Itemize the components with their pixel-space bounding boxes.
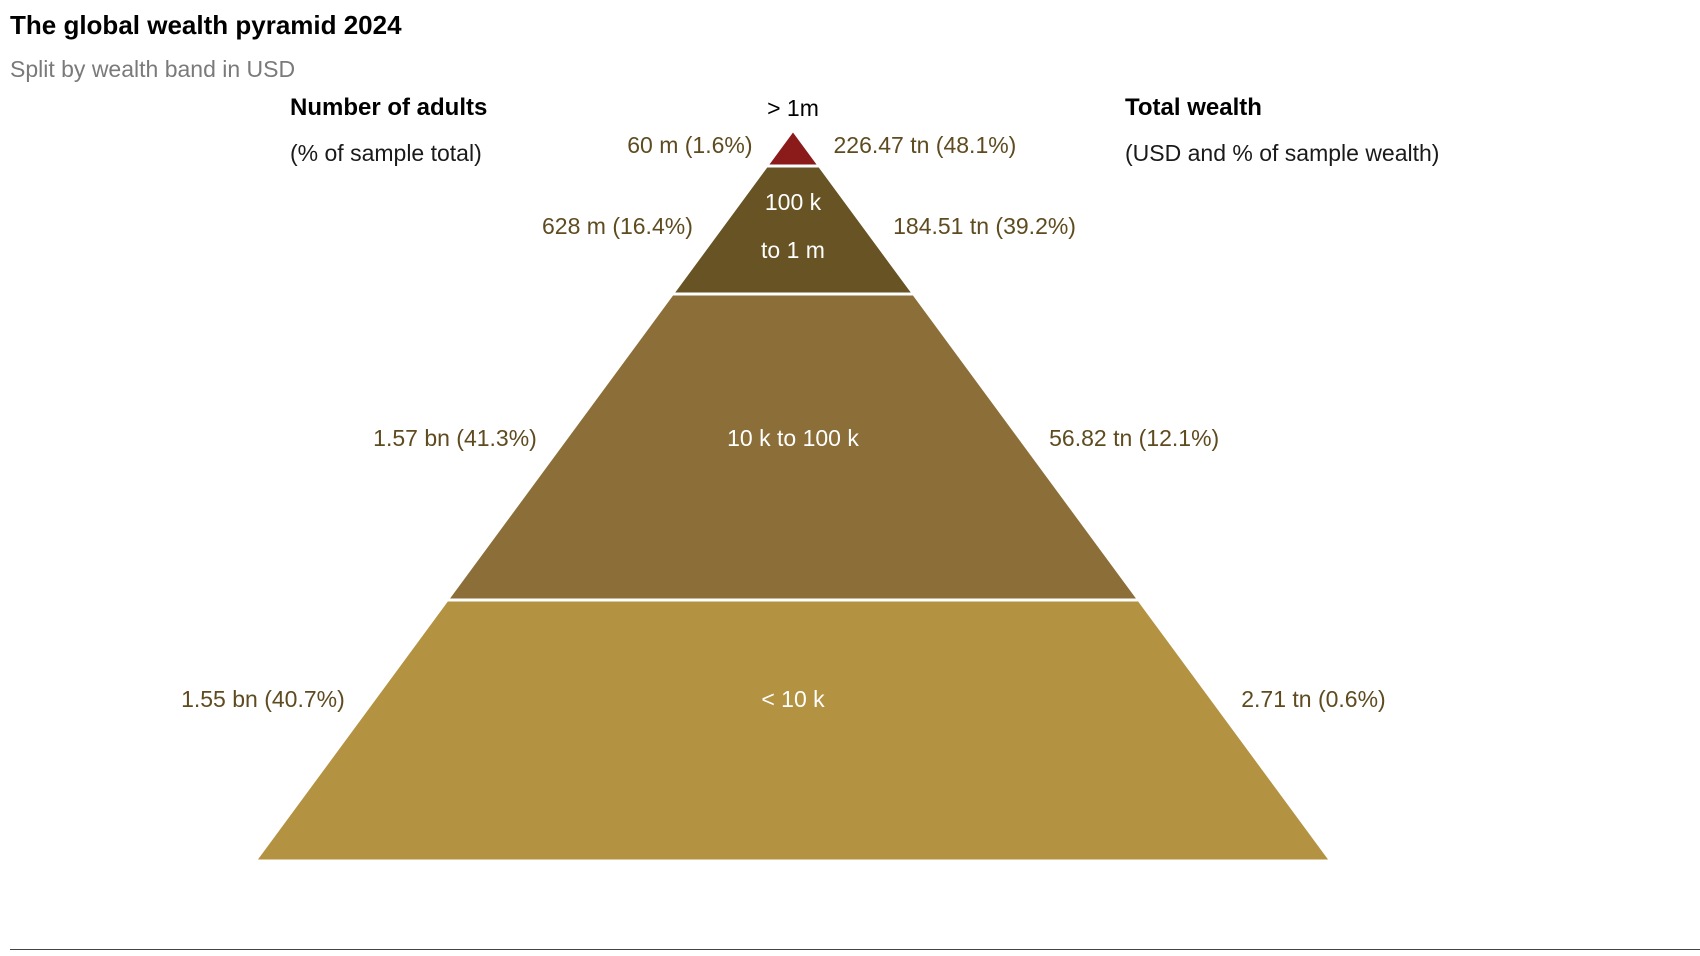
bottom-divider (10, 949, 1700, 950)
wealth-label-3: 2.71 tn (0.6%) (1241, 686, 1385, 712)
right-column-header: Total wealth (1125, 94, 1262, 121)
left-column-header: Number of adults (290, 94, 488, 121)
band-name-0: > 1m (767, 95, 819, 121)
chart-title: The global wealth pyramid 2024 (10, 10, 402, 40)
left-column-subheader: (% of sample total) (290, 140, 482, 166)
wealth-label-0: 226.47 tn (48.1%) (834, 132, 1017, 158)
pyramid-band-3 (252, 598, 1334, 863)
adults-label-3: 1.55 bn (40.7%) (181, 686, 345, 712)
right-column-subheader: (USD and % of sample wealth) (1125, 140, 1440, 166)
band-name-1-line-0: 100 k (765, 189, 822, 215)
band-name-2-line-0: 10 k to 100 k (727, 425, 859, 451)
wealth-label-2: 56.82 tn (12.1%) (1049, 425, 1219, 451)
adults-label-0: 60 m (1.6%) (627, 132, 752, 158)
pyramid-band-0 (763, 127, 823, 168)
adults-label-1: 628 m (16.4%) (542, 213, 693, 239)
wealth-label-1: 184.51 tn (39.2%) (893, 213, 1076, 239)
band-name-1-line-1: to 1 m (761, 237, 825, 263)
adults-label-2: 1.57 bn (41.3%) (373, 425, 537, 451)
band-name-3-line-0: < 10 k (761, 686, 825, 712)
chart-subtitle: Split by wealth band in USD (10, 56, 296, 82)
pyramid-band-1 (669, 164, 917, 296)
